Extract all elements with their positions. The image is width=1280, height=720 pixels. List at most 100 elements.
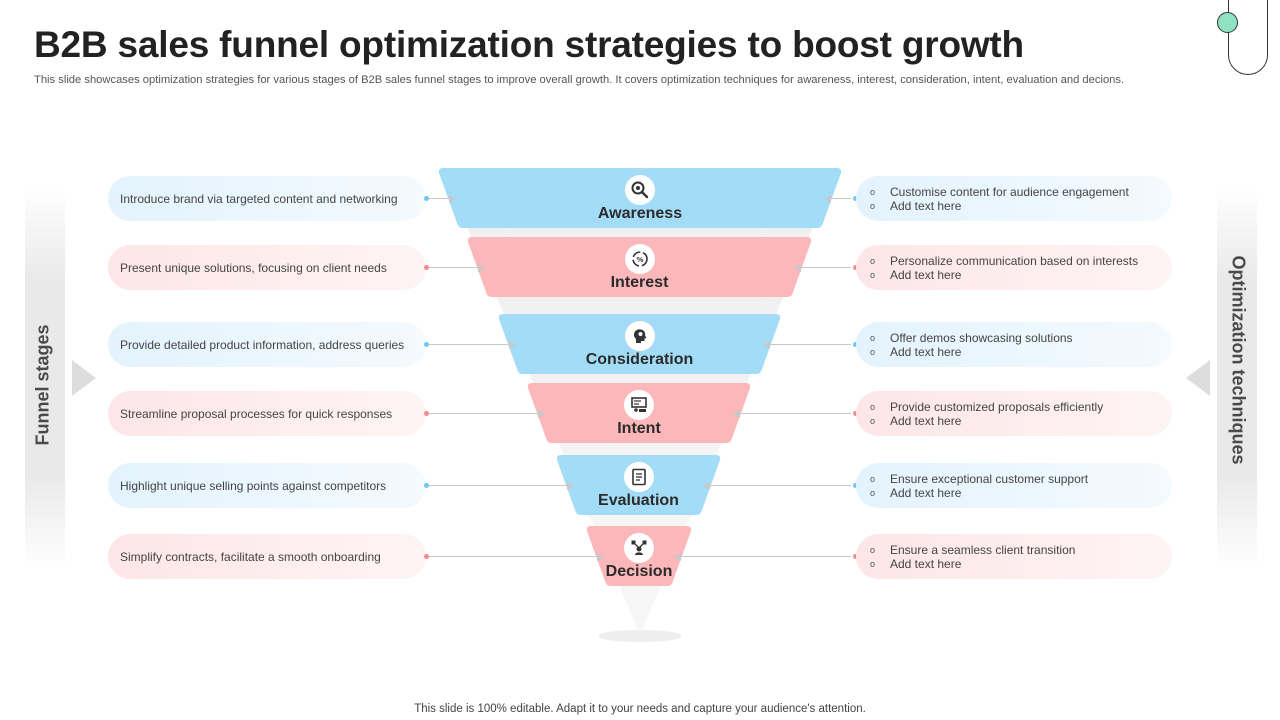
stage-description-evaluation: Highlight unique selling points against … [108,463,426,508]
technique-text: Add text here [890,267,962,282]
stage-description-text: Present unique solutions, focusing on cl… [120,260,387,275]
page-subtitle: This slide showcases optimization strate… [34,74,1125,86]
connector-arrow-icon [478,263,485,272]
stage-label-awareness: Awareness [597,205,683,222]
technique-item: o Customise content for audience engageme… [870,185,1172,199]
connector-dot [853,411,858,416]
stage-description-text: Highlight unique selling points against … [120,478,387,493]
connector-arrow-icon [674,552,681,561]
connector-dot [424,411,429,416]
connector-dot [853,265,858,270]
stage-description-text: Provide detailed product information, ad… [120,337,405,352]
left-chevron-icon [72,360,96,396]
stage-description-text: Simplify contracts, facilitate a smooth … [120,549,381,564]
optimization-technique-consideration: o Offer demos showcasing solutions o Add te… [856,322,1172,367]
connector-line [710,485,851,486]
funnel-stages-label: Funnel stages [32,324,53,446]
thinking-head-icon [624,321,655,351]
stage-label-evaluation: Evaluation [598,492,679,509]
stage-description-decision: Simplify contracts, facilitate a smooth … [108,534,426,579]
stage-description-text: Streamline proposal processes for quick … [120,406,393,421]
stage-label-interest: Interest [610,274,669,291]
connector-line [801,267,851,268]
technique-text: Provide customized proposals efficiently [890,399,1104,414]
connector-dot [424,342,429,347]
bullet-circle-icon: o [870,332,876,343]
technique-text: Customise content for audience engagemen… [890,184,1129,199]
technique-item: o Add text here [870,345,1172,359]
technique-item: o Ensure exceptional customer support [870,472,1172,486]
connector-arrow-icon [733,409,740,418]
right-chevron-icon [1186,360,1210,396]
bullet-circle-icon: o [870,544,876,555]
bullet-circle-icon: o [870,269,876,280]
stage-label-intent: Intent [617,420,661,437]
connector-line [770,344,851,345]
bullet-circle-icon: o [870,255,876,266]
optimization-technique-evaluation: o Ensure exceptional customer support o Add… [856,463,1172,508]
svg-text:%: % [636,256,643,264]
connector-line [429,198,449,199]
connector-line [831,198,851,199]
bullet-circle-icon: o [870,473,876,484]
bullet-circle-icon: o [870,401,876,412]
technique-item: o Add text here [870,199,1172,213]
connector-arrow-icon [538,409,545,418]
technique-item: o Add text here [870,557,1172,571]
technique-item: o Offer demos showcasing solutions [870,331,1172,345]
funnel-stages-side-bar [25,185,65,570]
technique-text: Add text here [890,198,962,213]
connector-dot [853,554,858,559]
connector-arrow-icon [567,481,574,490]
technique-item: o Add text here [870,268,1172,282]
optimization-side-bar [1217,185,1257,570]
technique-text: Personalize communication based on inter… [890,253,1139,268]
connector-arrow-icon [509,340,516,349]
stage-description-consideration: Provide detailed product information, ad… [108,322,426,367]
connector-dot [853,342,858,347]
connector-dot [424,483,429,488]
technique-text: Offer demos showcasing solutions [890,330,1073,345]
technique-text: Add text here [890,485,962,500]
decorative-dot [1217,12,1238,33]
presentation-board-icon [624,390,654,420]
connector-arrow-icon [597,552,604,561]
technique-item: o Provide customized proposals efficientl… [870,400,1172,414]
footer-note: This slide is 100% editable. Adapt it to… [414,703,866,715]
technique-text: Add text here [890,413,962,428]
connector-line [429,267,478,268]
connector-dot [424,554,429,559]
stage-description-text: Introduce brand via targeted content and… [120,191,398,206]
decorative-hook-shape [1228,0,1268,75]
connector-line [429,413,538,414]
connector-line [429,556,597,557]
technique-item: o Add text here [870,414,1172,428]
technique-text: Ensure exceptional customer support [890,471,1089,486]
bullet-circle-icon: o [870,186,876,197]
bullet-circle-icon: o [870,346,876,357]
stage-label-decision: Decision [605,563,673,580]
bullet-circle-icon: o [870,415,876,426]
connector-arrow-icon [763,340,770,349]
checklist-icon [623,462,654,492]
technique-item: o Add text here [870,486,1172,500]
connector-arrow-icon [449,194,456,203]
connector-line [740,413,851,414]
optimization-technique-intent: o Provide customized proposals efficientl… [856,391,1172,436]
stage-label-consideration: Consideration [585,351,694,368]
technique-text: Add text here [890,556,962,571]
connector-line [429,344,509,345]
bullet-circle-icon: o [870,487,876,498]
connector-arrow-icon [703,481,710,490]
technique-item: o Personalize communication based on inte… [870,254,1172,268]
stage-description-interest: Present unique solutions, focusing on cl… [108,245,426,290]
optimization-technique-awareness: o Customise content for audience engageme… [856,176,1172,221]
connector-dot [853,483,858,488]
interest-cycle-icon: % [624,244,655,274]
connector-dot [424,196,429,201]
connector-arrow-icon [824,194,831,203]
bullet-circle-icon: o [870,200,876,211]
connector-line [429,485,567,486]
connector-line [681,556,851,557]
optimization-techniques-label: Optimization techniques [1228,255,1249,465]
